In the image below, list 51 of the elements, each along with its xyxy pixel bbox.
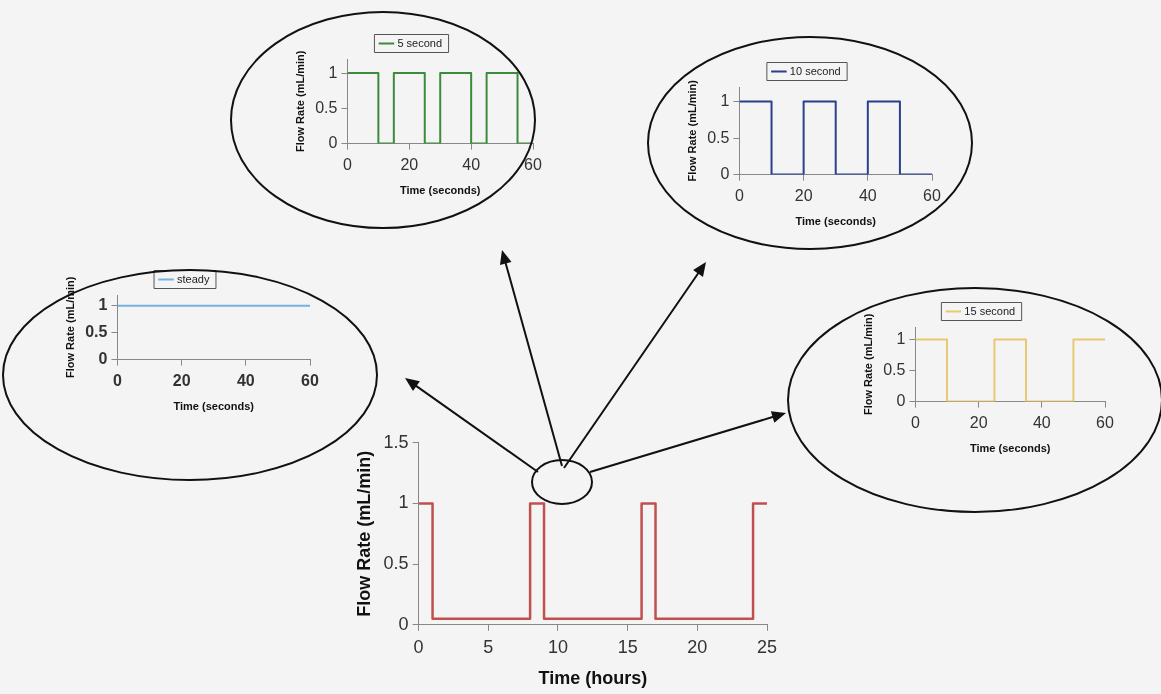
x-tick-label: 0 — [734, 186, 744, 204]
y-tick-label: 0 — [896, 392, 906, 410]
x-tick-label: 0 — [112, 371, 122, 389]
x-tick-label: 25 — [756, 636, 778, 657]
x-tick-label: 60 — [301, 371, 319, 389]
y-tick-label: 1 — [98, 296, 108, 314]
x-tick-label: 40 — [462, 155, 481, 173]
y-tick-label: 1 — [720, 92, 730, 110]
x-tick-label: 0 — [342, 155, 352, 173]
y-tick-label: 0.5 — [85, 323, 108, 341]
legend-label: steady — [177, 272, 210, 285]
y-tick-label: 0.5 — [883, 360, 906, 378]
x-tick-label: 20 — [687, 636, 708, 657]
x-tick-label: 40 — [858, 186, 877, 204]
y-axis-title: Flow Rate (mL/min) — [861, 313, 874, 416]
y-tick-label: 0.5 — [383, 553, 409, 574]
x-axis-title: Time (seconds) — [399, 184, 481, 197]
x-tick-label: 0 — [413, 636, 424, 657]
y-axis-title: Flow Rate (mL/min) — [63, 276, 76, 379]
y-tick-label: 0.5 — [707, 128, 730, 146]
y-tick-label: 0 — [398, 613, 409, 634]
x-tick-label: 40 — [236, 371, 255, 389]
x-tick-label: 20 — [969, 413, 988, 431]
legend-label: 10 second — [789, 64, 841, 77]
y-axis-title: Flow Rate (mL/min) — [353, 450, 374, 617]
x-tick-label: 60 — [524, 155, 542, 173]
legend-label: 15 second — [964, 304, 1016, 317]
x-axis-title: Time (hours) — [538, 668, 648, 689]
y-tick-label: 0 — [98, 350, 108, 368]
y-tick-label: 0 — [328, 134, 338, 152]
x-axis-title: Time (seconds) — [173, 400, 255, 413]
y-axis-title: Flow Rate (mL/min) — [685, 79, 698, 182]
x-axis-title: Time (seconds) — [795, 215, 877, 228]
x-tick-label: 60 — [1096, 413, 1114, 431]
y-tick-label: 1 — [328, 63, 338, 81]
y-tick-label: 1 — [398, 492, 409, 513]
x-tick-label: 10 — [547, 636, 568, 657]
x-tick-label: 40 — [1032, 413, 1051, 431]
x-tick-label: 20 — [794, 186, 813, 204]
y-tick-label: 1.5 — [383, 431, 409, 452]
x-tick-label: 20 — [400, 155, 419, 173]
x-tick-label: 0 — [910, 413, 920, 431]
x-tick-label: 5 — [483, 636, 494, 657]
x-axis-title: Time (seconds) — [969, 442, 1051, 455]
x-tick-label: 15 — [617, 636, 638, 657]
x-tick-label: 60 — [923, 186, 941, 204]
y-tick-label: 1 — [896, 329, 906, 347]
y-axis-title: Flow Rate (mL/min) — [293, 50, 306, 153]
legend-label: 5 second — [397, 36, 443, 49]
x-tick-label: 20 — [172, 371, 191, 389]
y-tick-label: 0.5 — [315, 98, 338, 116]
